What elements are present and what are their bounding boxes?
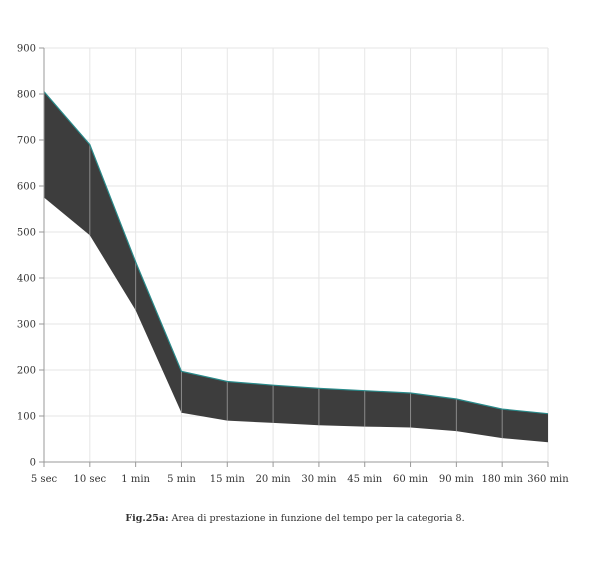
performance-area bbox=[43, 91, 549, 443]
x-tick-label: 5 min bbox=[167, 474, 196, 485]
x-tick-label: 10 sec bbox=[74, 474, 107, 485]
axes bbox=[39, 47, 549, 467]
y-tick-label: 0 bbox=[30, 458, 36, 469]
performance-band bbox=[44, 91, 548, 443]
y-tick-label: 400 bbox=[17, 274, 36, 285]
y-tick-label: 300 bbox=[17, 320, 36, 331]
x-tick-label: 1 min bbox=[121, 474, 150, 485]
y-tick-label: 700 bbox=[17, 136, 36, 147]
y-tick-label: 100 bbox=[17, 412, 36, 423]
x-tick-labels: 5 sec 10 sec 1 min 5 min 15 min 20 min 30 min 4… bbox=[31, 474, 569, 485]
y-tick-label: 800 bbox=[17, 90, 36, 101]
x-tick-label: 360 min bbox=[527, 474, 569, 485]
y-tick-labels: 0 100 200 300 400 500 600 700 800 900 bbox=[17, 44, 36, 469]
upper-series-line bbox=[43, 91, 549, 415]
x-tick-label: 90 min bbox=[439, 474, 475, 485]
x-tick-label: 15 min bbox=[210, 474, 246, 485]
x-tick-label: 180 min bbox=[481, 474, 523, 485]
x-tick-label: 30 min bbox=[301, 474, 337, 485]
x-tick-label: 45 min bbox=[347, 474, 383, 485]
figure-caption-text: Area di prestazione in funzione del temp… bbox=[168, 513, 465, 524]
y-tick-label: 500 bbox=[17, 228, 36, 239]
figure-label: Fig.25a: bbox=[125, 513, 169, 524]
x-tick-label: 20 min bbox=[256, 474, 292, 485]
y-tick-label: 200 bbox=[17, 366, 36, 377]
x-tick-label: 60 min bbox=[393, 474, 429, 485]
x-tick-label: 5 sec bbox=[31, 474, 58, 485]
figure-caption: Fig.25a: Area di prestazione in funzione… bbox=[0, 513, 590, 524]
area-chart: 0 100 200 300 400 500 600 700 800 900 5 sec 10 sec… bbox=[17, 44, 569, 486]
y-tick-label: 600 bbox=[17, 182, 36, 193]
y-tick-label: 900 bbox=[17, 44, 36, 55]
